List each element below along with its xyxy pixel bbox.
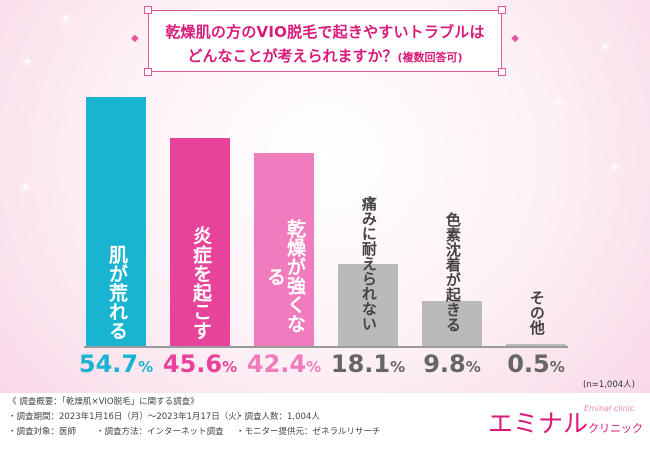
logo-main-text: エミナル: [488, 409, 589, 438]
bar-value-number: 9.8: [423, 350, 466, 378]
bar-value-unit: %: [390, 358, 406, 376]
survey-footer: 《 調査概要：「乾燥肌×VIO脱毛」に関する調査》 ・調査期間：2023年1月1…: [0, 393, 650, 450]
sparkle-icon: ✦: [610, 160, 621, 174]
diamond-icon: ◆: [511, 33, 519, 44]
bar-value-unit: %: [306, 358, 322, 376]
bar-category-label: その他: [527, 290, 546, 335]
bar-value-label: 9.8%: [414, 350, 490, 378]
diamond-icon: ◆: [131, 33, 139, 44]
bar-category-label: 乾燥が強くなる: [264, 219, 306, 334]
bar-category-label: 色素沈着が起きる: [443, 212, 462, 332]
bar-6: [506, 343, 566, 346]
chart-title-line1: 乾燥肌の方のVIO脱毛で起きやすいトラブルは: [165, 23, 485, 41]
sample-size-label: (n=1,004人): [583, 380, 635, 390]
chart-baseline: [84, 346, 568, 348]
chart-title-note: (複数回答可): [397, 51, 463, 64]
bar-value-number: 54.7: [78, 350, 139, 378]
chart-title-line2-text: どんなことが考えられますか？: [187, 47, 398, 65]
bar-value-number: 42.4: [246, 350, 307, 378]
sparkle-icon: ✦: [60, 12, 71, 26]
bar-value-unit: %: [222, 358, 238, 376]
sparkle-icon: ✦: [600, 40, 611, 54]
bar-category-label: 痛みに耐えられない: [359, 196, 378, 331]
bar-value-unit: %: [549, 358, 565, 376]
bar-value-unit: %: [138, 358, 154, 376]
logo-english: Eminal clinic: [584, 404, 635, 413]
bar-value-label: 54.7%: [78, 350, 154, 378]
sparkle-icon: ✦: [555, 95, 566, 109]
title-corner: [498, 68, 506, 76]
bar-value-number: 18.1: [330, 350, 391, 378]
bar-5: [422, 301, 482, 346]
sparkle-icon: ✦: [20, 180, 31, 194]
bar-2: [170, 138, 230, 346]
bar-category-label: 炎症を起こす: [189, 225, 212, 340]
bar-1: [86, 97, 146, 346]
survey-method: ・調査方法：インターネット調査: [96, 427, 224, 437]
title-corner: [144, 68, 152, 76]
bar-value-label: 0.5%: [498, 350, 574, 378]
logo-sub-text: クリニック: [588, 422, 644, 435]
bar-value-number: 45.6: [162, 350, 223, 378]
bar-4: [338, 263, 398, 346]
bar-value-label: 18.1%: [330, 350, 406, 378]
bar-value-label: 42.4%: [246, 350, 322, 378]
title-corner: [498, 6, 506, 14]
chart-title-box: ◆ ◆ 乾燥肌の方のVIO脱毛で起きやすいトラブルは どんなことが考えられますか…: [131, 6, 519, 76]
survey-heading: 《 調査概要：「乾燥肌×VIO脱毛」に関する調査》: [8, 397, 199, 407]
sparkle-icon: ✦: [22, 55, 33, 69]
title-corner: [144, 6, 152, 14]
bar-value-unit: %: [465, 358, 481, 376]
bar-3: [254, 152, 314, 346]
survey-provider: ・モニター提供元：ゼネラルリサーチ: [236, 427, 381, 437]
chart-title-line2: どんなことが考えられますか？(複数回答可): [149, 45, 501, 66]
bar-value-number: 0.5: [507, 350, 550, 378]
survey-period: ・調査期間：2023年1月16日（月）〜2023年1月17日（火）: [8, 412, 246, 422]
clinic-logo: Eminal clinic エミナルクリニック: [488, 404, 643, 440]
bar-value-label: 45.6%: [162, 350, 238, 378]
bar-category-label: 肌が荒れる: [105, 245, 128, 340]
survey-respondents: ・調査人数：1,004人: [236, 412, 320, 422]
survey-target: ・調査対象：医師: [8, 427, 77, 437]
